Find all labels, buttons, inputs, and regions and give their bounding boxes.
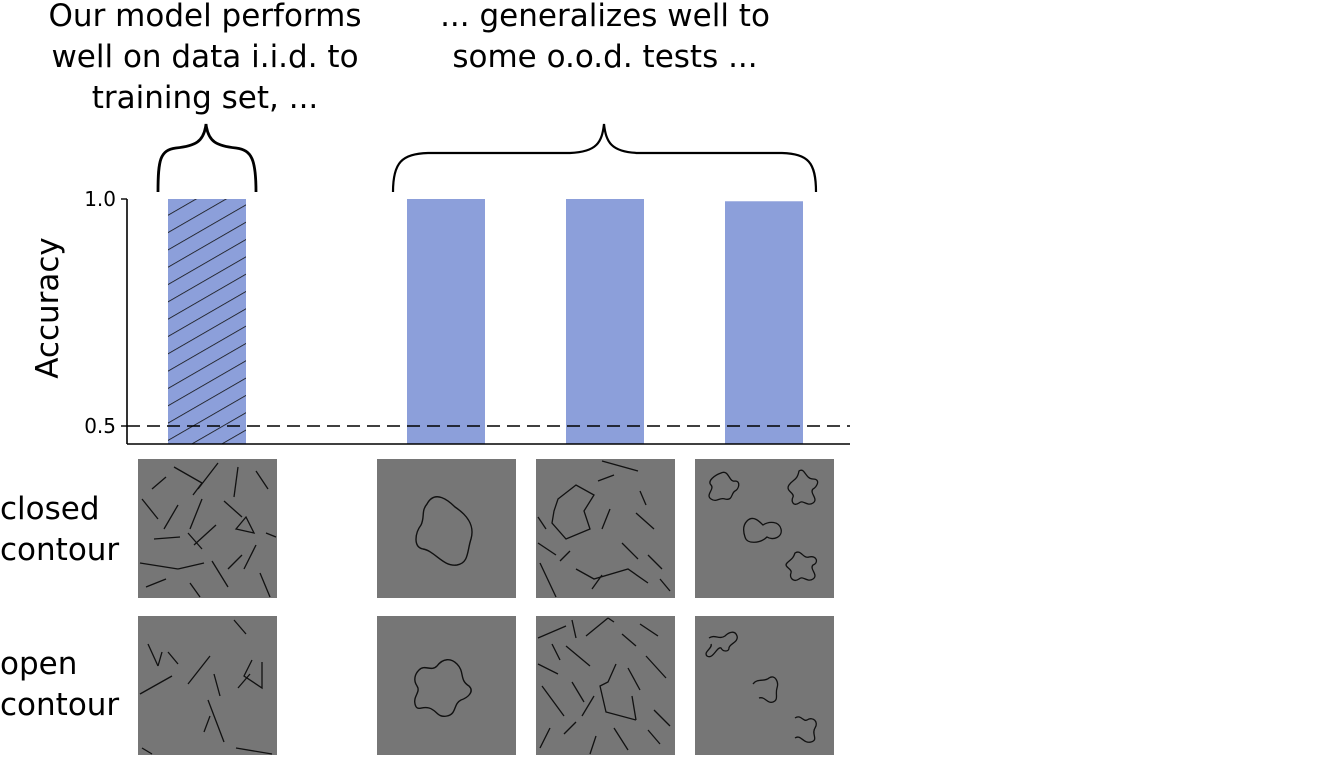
row-label-line: open: [0, 646, 78, 682]
row-label-line: closed: [0, 491, 100, 527]
stimulus-image-closed-iid: [138, 459, 277, 598]
stimulus-image-open-iid: [138, 616, 277, 755]
stimulus-image-open-ood-1: [377, 616, 516, 755]
bar-3: [566, 199, 644, 444]
stimulus-image-closed-ood-1: [377, 459, 516, 598]
row-label-open-contour: open contour: [0, 644, 119, 726]
y-tick-label: 1.0: [84, 187, 116, 211]
ood-annotation: ... generalizes well to some o.o.d. test…: [440, 0, 770, 75]
row-label-closed-contour: closed contour: [0, 489, 119, 571]
bar-1-hatch: [168, 199, 246, 444]
row-label-line: contour: [0, 687, 120, 723]
iid-annotation: Our model performs well on data i.i.d. t…: [48, 0, 362, 116]
bar-2: [407, 199, 485, 444]
y-axis-label: Accuracy: [30, 237, 66, 379]
stimulus-image-open-ood-3: [695, 616, 834, 755]
row-label-line: contour: [0, 532, 120, 568]
bar-4: [725, 201, 803, 444]
stimulus-image-open-ood-2: [536, 616, 675, 755]
stimulus-image-closed-ood-3: [695, 459, 834, 598]
ood-brace: [391, 123, 818, 193]
y-tick-label: 0.5: [84, 414, 116, 438]
stimulus-image-closed-ood-2: [536, 459, 675, 598]
iid-brace: [156, 123, 258, 193]
